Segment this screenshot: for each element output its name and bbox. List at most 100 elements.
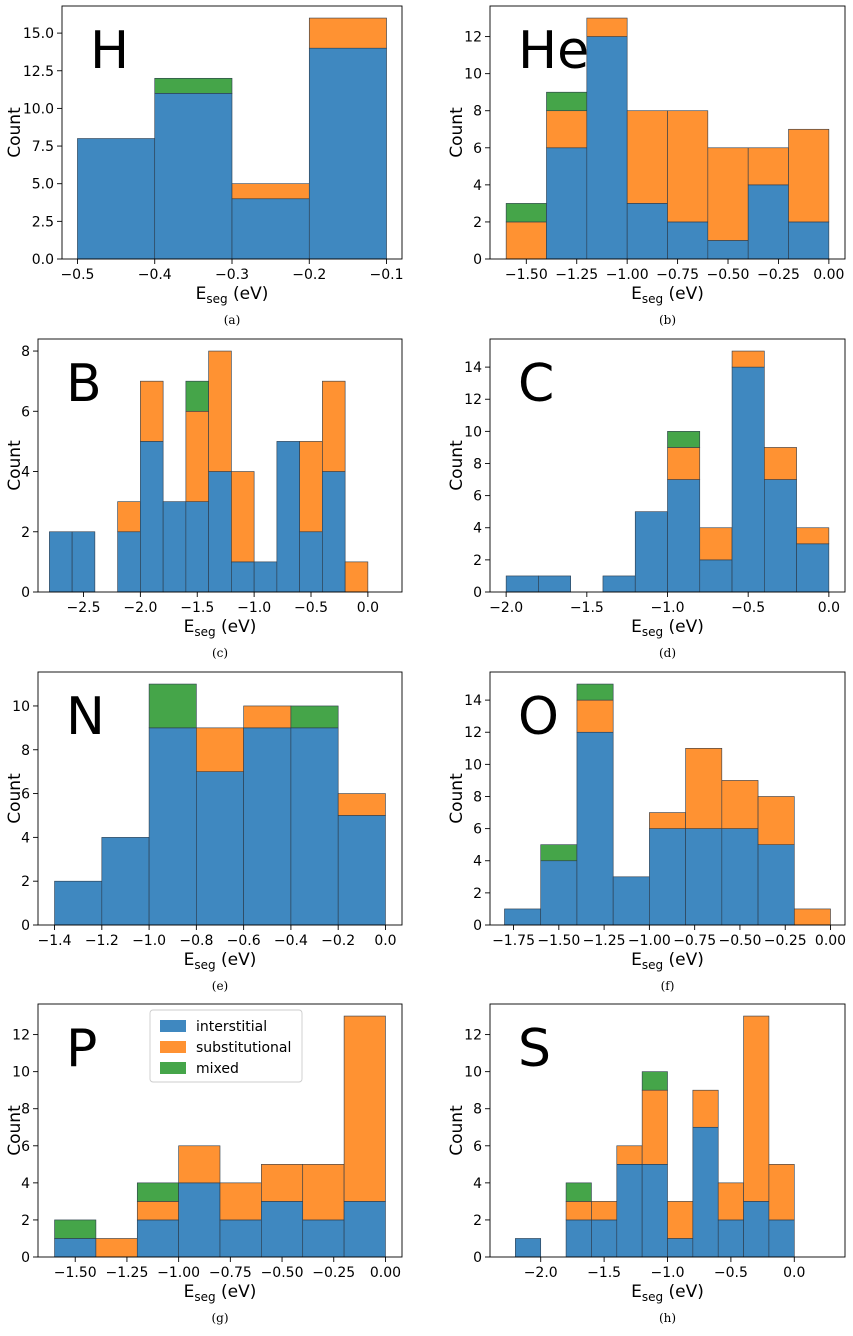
bar-interstitial-3 [616,1164,643,1258]
bar-mixed-5 [290,705,339,729]
bar-substitutional-9 [768,1164,795,1221]
y-tick-label: 12 [464,30,482,46]
bar-mixed-5 [185,380,209,412]
bar-substitutional-2 [586,17,628,37]
legend-swatch-substitutional [160,1041,186,1053]
panel-caption: (e) [212,979,228,993]
element-label: O [518,687,559,747]
x-tick-label: −0.5 [714,1265,748,1281]
bar-substitutional-2 [231,183,310,200]
bar-interstitial-1 [154,93,233,260]
bar-substitutional-3 [140,380,164,442]
panel-p: −1.50 −1.25 −1.00 −0.75 −0.50 −0.25 0.00 0 2 4 6 8 1… [5,1003,403,1325]
bar-substitutional-12 [344,561,369,593]
bar-interstitial-2 [591,1219,618,1258]
bar-mixed-0 [54,1219,97,1239]
bar-substitutional-5 [185,410,209,502]
bar-substitutional-2 [117,501,141,533]
y-tick-label: 0 [21,585,30,601]
legend-label-substitutional: substitutional [196,1040,291,1056]
y-axis-label: Count [447,107,467,158]
x-tick-label: −0.6 [227,933,261,949]
bar-interstitial-0 [515,1238,542,1258]
y-tick-label: 0 [473,585,482,601]
panel-caption: (c) [212,646,228,660]
bar-interstitial-2 [576,731,614,926]
x-tick-label: −1.75 [492,933,535,949]
panel-n: −1.4 −1.2 −1.0 −0.8 −0.6 −0.4 −0.2 0.0 0 2 4 6 8 10 Es… [5,671,403,993]
element-label: B [66,354,102,414]
bar-substitutional-1 [565,1201,592,1221]
bar-interstitial-7 [764,479,797,593]
y-tick-label: 6 [21,1139,30,1155]
bar-interstitial-3 [308,47,387,260]
y-tick-label: 8 [21,743,30,759]
bar-interstitial-7 [757,844,795,926]
y-tick-label: 14 [464,360,482,376]
bar-substitutional-3 [626,110,668,204]
bar-substitutional-6 [747,147,789,186]
bar-mixed-2 [148,683,197,729]
y-tick-label: 4 [473,178,482,194]
bar-interstitial-6 [302,1219,345,1258]
x-tick-label: 0.00 [813,267,844,283]
x-tick-label: −1.5 [587,1265,621,1281]
panel-caption: (a) [224,313,241,327]
bar-substitutional-6 [692,1089,719,1128]
bar-mixed-2 [576,683,614,701]
axes-frame [489,5,846,260]
x-tick-label: −2.0 [123,600,157,616]
bar-substitutional-2 [136,1201,179,1221]
y-tick-label: 12 [464,725,482,741]
x-tick-label: 0.0 [374,933,396,949]
bar-interstitial-0 [54,880,103,926]
bar-mixed-0 [505,203,547,223]
bar-interstitial-6 [721,828,759,926]
bar-interstitial-4 [243,727,292,926]
bar-substitutional-7 [343,1015,386,1202]
bar-interstitial-2 [586,36,628,260]
bar-interstitial-0 [504,908,542,926]
bar-interstitial-7 [343,1201,386,1258]
panel-he: −1.50 −1.25 −1.00 −0.75 −0.50 −0.25 0.00 0 2 4 6 8 1… [447,5,846,327]
y-tick-label: 2 [21,525,30,541]
bar-substitutional-7 [764,447,797,480]
bar-substitutional-1 [95,1238,138,1258]
x-tick-label: −2.5 [67,600,101,616]
axes-frame [37,338,403,593]
y-tick-label: 6 [21,787,30,803]
bar-substitutional-3 [308,17,387,49]
y-tick-label: 0 [21,918,30,934]
x-tick-label: −1.4 [38,933,72,949]
bar-substitutional-1 [546,110,588,149]
legend: interstitial substitutional mixed [149,1009,303,1083]
x-tick-label: −1.5 [180,600,214,616]
panel-s: −2.0 −1.5 −1.0 −0.5 0.0 0 2 4 6 8 10 12 Eseg (eV) Cou… [447,1003,846,1325]
x-tick-label: −0.25 [757,267,800,283]
bar-interstitial-5 [707,240,749,260]
y-tick-label: 0 [473,252,482,268]
y-axis-label: Count [5,440,25,491]
bar-interstitial-1 [71,531,96,593]
x-tick-label: −1.50 [537,933,580,949]
y-axis-label: Count [447,773,467,824]
y-tick-label: 2.5 [32,214,54,230]
panel-caption: (f) [661,979,675,993]
bar-interstitial-7 [788,221,830,260]
legend-label-mixed: mixed [196,1061,239,1077]
bar-substitutional-7 [757,796,795,845]
x-tick-label: −1.25 [555,267,598,283]
panel-caption: (b) [659,313,676,327]
x-tick-label: −0.5 [60,267,94,283]
element-label: C [518,354,554,414]
x-tick-label: −0.75 [209,1265,252,1281]
bar-interstitial-6 [747,184,789,260]
bar-substitutional-2 [591,1201,618,1221]
x-tick-label: −0.1 [370,267,404,283]
legend-swatch-mixed [160,1062,186,1074]
x-tick-label: −1.0 [651,1265,685,1281]
x-tick-label: −1.50 [505,267,548,283]
bar-interstitial-6 [208,471,232,593]
x-tick-label: −0.5 [731,600,765,616]
bar-substitutional-7 [717,1182,744,1221]
